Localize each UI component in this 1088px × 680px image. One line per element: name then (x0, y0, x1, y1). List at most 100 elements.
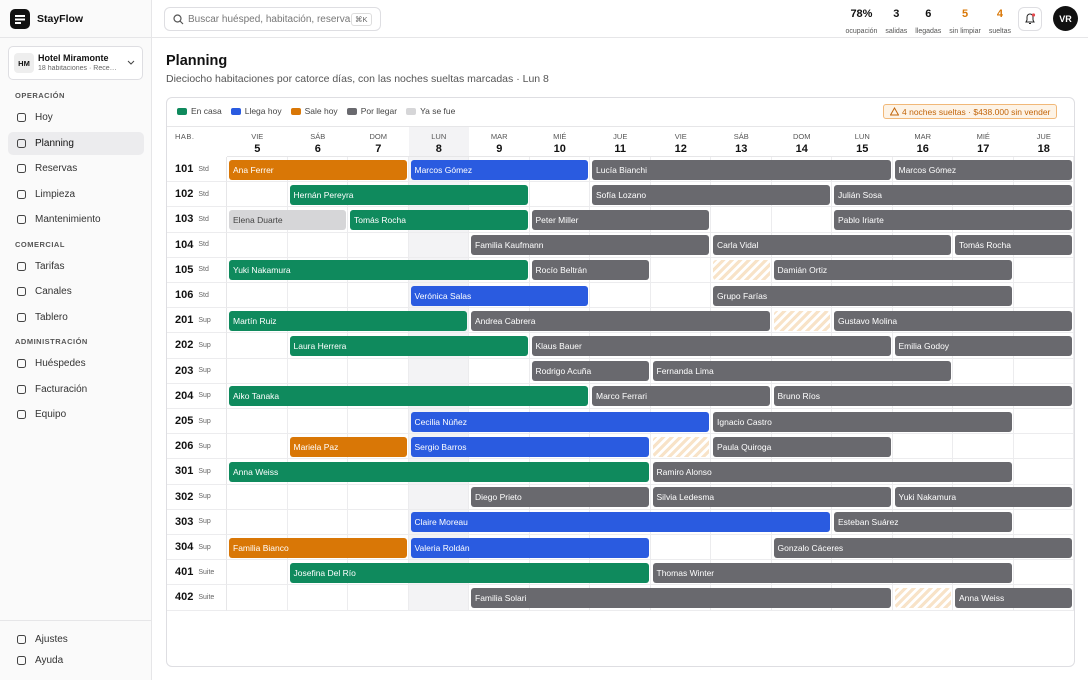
grid-cell (892, 585, 953, 611)
booking-bar[interactable]: Martín Ruiz (229, 310, 467, 331)
nav-item[interactable]: Ajustes (8, 628, 144, 651)
booking-bar[interactable]: Sergio Barros (410, 436, 649, 457)
day-header: MAR 9 (469, 127, 530, 157)
booking-bar[interactable]: Josefina Del Río (289, 562, 649, 583)
hotel-selector[interactable]: HM Hotel Miramonte 18 habitaciones · Rec… (8, 46, 143, 80)
nav-item[interactable]: Hoy (8, 106, 144, 129)
sidebar: StayFlow HM Hotel Miramonte 18 habitacio… (0, 0, 152, 680)
loose-night[interactable] (894, 587, 951, 608)
booking-bar[interactable]: Andrea Cabrera (471, 310, 770, 331)
nav-item[interactable]: Mantenimiento (8, 208, 144, 231)
notifications[interactable] (1018, 7, 1042, 31)
booking-bar[interactable]: Verónica Salas (410, 285, 588, 306)
grid-cell (348, 232, 409, 258)
booking-bar[interactable]: Damián Ortiz (773, 260, 1012, 281)
booking-bar[interactable]: Marcos Gómez (894, 159, 1072, 180)
nav-item[interactable]: Facturación (8, 378, 144, 401)
booking-bar[interactable]: Elena Duarte (229, 209, 346, 230)
booking-bar[interactable]: Hernán Pereyra (289, 184, 528, 205)
booking-bar[interactable]: Carla Vidal (713, 235, 951, 256)
booking-bar[interactable]: Aiko Tanaka (229, 386, 588, 407)
booking-bar[interactable]: Diego Prieto (471, 487, 649, 508)
nav-item[interactable]: Planning (8, 131, 144, 155)
booking-bar[interactable]: Anna Weiss (229, 461, 649, 482)
booking-bar[interactable]: Ana Ferrer (229, 159, 407, 180)
booking-bar[interactable]: Familia Bianco (229, 537, 407, 558)
booking-bar[interactable]: Gustavo Molina (834, 310, 1072, 331)
room-type: Std (198, 291, 209, 299)
booking-bar[interactable]: Peter Miller (531, 209, 709, 230)
booking-bar[interactable]: Bruno Ríos (773, 386, 1072, 407)
grid-cell (1013, 308, 1074, 334)
booking-bar[interactable]: Fernanda Lima (652, 361, 951, 382)
booking-bar[interactable]: Julián Sosa (834, 184, 1072, 205)
booking-bar[interactable]: Pablo Iriarte (834, 209, 1072, 230)
room-type: Sup (198, 367, 211, 375)
booking-bar[interactable]: Ignacio Castro (713, 411, 1012, 432)
booking-bar[interactable]: Rocío Beltrán (531, 260, 649, 281)
booking-bar[interactable]: Mariela Paz (289, 436, 407, 457)
day-number: 11 (614, 143, 627, 155)
booking-bar[interactable]: Familia Solari (471, 587, 891, 608)
booking-bar[interactable]: Claire Moreau (410, 512, 830, 533)
grid-cell (590, 484, 651, 510)
loose-night[interactable] (773, 310, 830, 331)
booking-bar[interactable]: Gonzalo Cáceres (773, 537, 1072, 558)
booking-bar[interactable]: Lucía Bianchi (592, 159, 891, 180)
booking-bar[interactable]: Emilia Godoy (894, 335, 1072, 356)
booking-bar[interactable]: Yuki Nakamura (229, 260, 528, 281)
booking-bar[interactable]: Klaus Bauer (531, 335, 891, 356)
booking-bar[interactable]: Rodrigo Acuña (531, 361, 649, 382)
booking-bar[interactable]: Thomas Winter (652, 562, 1012, 583)
day-of-week: LUN (854, 132, 870, 141)
booking-bar[interactable]: Yuki Nakamura (894, 487, 1072, 508)
stat-value: 78% (850, 8, 873, 20)
booking-bar[interactable]: Laura Herrera (289, 335, 528, 356)
booking-bar[interactable]: Marcos Gómez (410, 159, 588, 180)
booking-bar[interactable]: Tomás Rocha (350, 209, 528, 230)
nav-item[interactable]: Tarifas (8, 255, 144, 278)
booking-bar[interactable]: Tomás Rocha (955, 235, 1072, 256)
grid-cell (953, 409, 1014, 435)
nav-item[interactable]: Huéspedes (8, 352, 144, 375)
nav-item[interactable]: Ayuda (8, 649, 144, 672)
nav-label: Facturación (35, 383, 88, 395)
room-type: Sup (198, 316, 211, 324)
booking-bar[interactable]: Paula Quiroga (713, 436, 891, 457)
booking-bar[interactable]: Cecilia Núñez (410, 411, 709, 432)
booking-bar[interactable]: Silvia Ledesma (652, 487, 891, 508)
day-header: VIE 12 (650, 127, 711, 157)
grid-cell (529, 383, 590, 409)
room-number: 203 (175, 364, 194, 377)
grid-cell (650, 232, 711, 258)
loose-night[interactable] (652, 436, 709, 457)
guest-name: Aiko Tanaka (233, 391, 280, 402)
legend-label: Ya se fue (420, 106, 456, 116)
loose-night[interactable] (713, 260, 770, 281)
booking-bar[interactable]: Familia Kaufmann (471, 235, 709, 256)
nav-item[interactable]: Canales (8, 280, 144, 303)
booking-bar[interactable]: Anna Weiss (955, 587, 1072, 608)
booking-bar[interactable]: Sofía Lozano (592, 184, 830, 205)
booking-bar[interactable]: Grupo Farías (713, 285, 1012, 306)
grid-cell (711, 535, 772, 561)
grid-cell (348, 157, 409, 183)
room-number: 102 (175, 188, 194, 201)
stat-value: 4 (996, 8, 1003, 20)
guest-name: Tomás Rocha (354, 214, 406, 225)
booking-bar[interactable]: Valeria Roldán (410, 537, 649, 558)
nav-item[interactable]: Reservas (8, 157, 144, 180)
room-label: 205 Sup (167, 409, 227, 435)
nav-item[interactable]: Equipo (8, 403, 144, 426)
grid-cell (1013, 333, 1074, 359)
booking-bar[interactable]: Esteban Suárez (834, 512, 1012, 533)
grid-cell (287, 358, 348, 384)
search-box[interactable]: Buscar huésped, habitación, reserva ⌘K (164, 7, 381, 31)
nav-item[interactable]: Limpieza (8, 183, 144, 206)
nav-item[interactable]: Tablero (8, 306, 144, 329)
loose-nights-alert[interactable]: 4 noches sueltas · $438.000 sin vender (883, 104, 1058, 119)
booking-bar[interactable]: Marco Ferrari (592, 386, 770, 407)
grid-cell (771, 509, 832, 535)
avatar[interactable]: VR (1053, 6, 1078, 31)
booking-bar[interactable]: Ramiro Alonso (652, 461, 1012, 482)
